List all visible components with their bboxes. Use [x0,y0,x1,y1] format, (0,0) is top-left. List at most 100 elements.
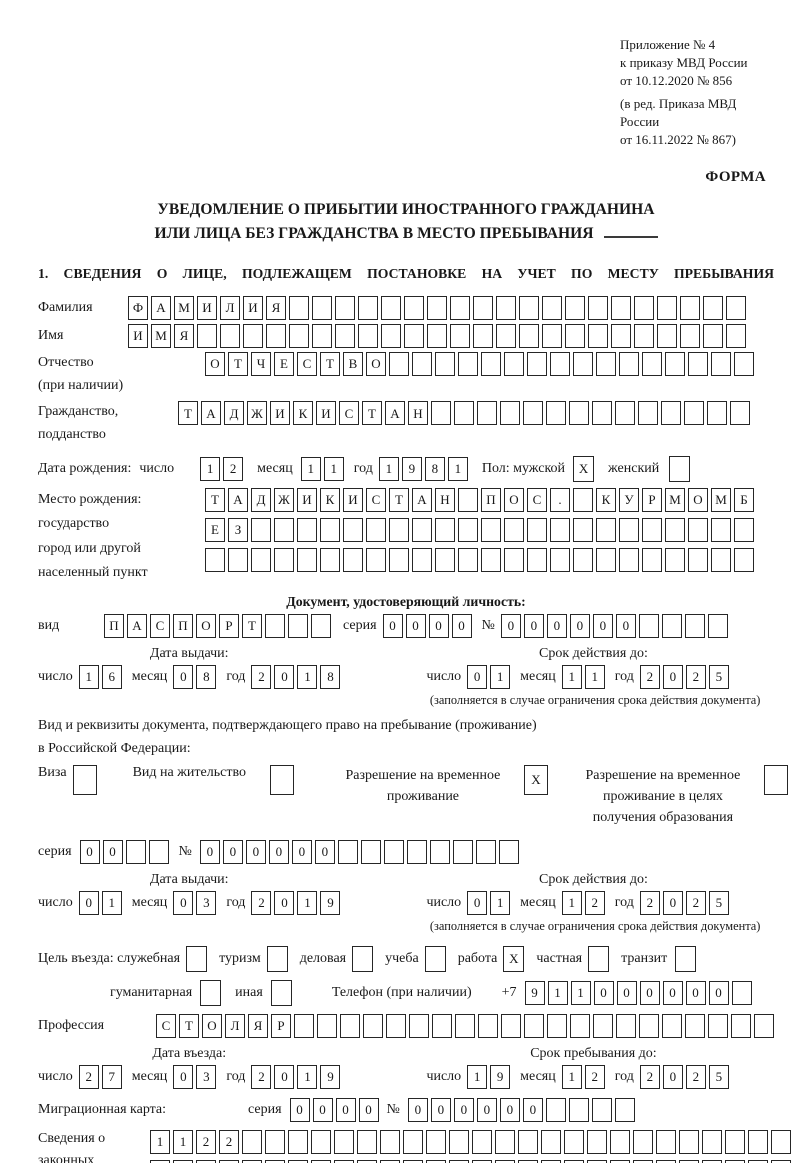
form-cell[interactable] [610,1159,630,1163]
form-cell[interactable] [498,839,519,864]
form-cell[interactable]: 0 [708,980,729,1005]
form-cell[interactable]: 2 [584,890,605,915]
form-cell[interactable]: А [228,487,248,512]
form-cell[interactable] [569,401,589,426]
form-cell[interactable] [220,323,240,348]
form-cell[interactable] [409,1013,429,1038]
form-cell[interactable]: Ж [247,401,267,426]
form-cell[interactable] [357,1159,377,1163]
form-cell[interactable]: О [202,1013,222,1038]
form-cell[interactable] [343,517,363,542]
form-cell[interactable] [435,351,455,376]
form-cell[interactable]: М [665,487,685,512]
form-cell[interactable]: П [173,613,193,638]
form-cell[interactable] [458,517,478,542]
form-cell[interactable]: Т [178,401,198,426]
form-cell[interactable] [366,517,386,542]
form-cell[interactable] [545,1097,566,1122]
form-cell[interactable] [380,1159,400,1163]
form-cell[interactable]: 1 [570,980,591,1005]
form-cell[interactable]: 0 [173,1064,194,1089]
form-cell[interactable] [703,295,723,320]
form-cell[interactable] [591,1097,612,1122]
form-cell[interactable] [665,351,685,376]
form-cell[interactable]: 1 [447,456,468,481]
form-cell[interactable]: Н [408,401,428,426]
form-cell[interactable] [711,547,731,572]
form-cell[interactable] [619,517,639,542]
form-cell[interactable] [294,1013,314,1038]
form-cell[interactable]: 0 [173,890,194,915]
form-cell[interactable]: О [688,487,708,512]
form-cell[interactable] [389,351,409,376]
form-cell[interactable] [638,613,659,638]
form-cell[interactable]: 2 [685,664,706,689]
form-cell[interactable]: С [366,487,386,512]
form-cell[interactable]: 0 [592,613,613,638]
form-cell[interactable] [288,613,308,638]
form-cell[interactable]: 0 [685,980,706,1005]
form-cell[interactable]: Л [225,1013,245,1038]
form-cell[interactable] [634,323,654,348]
form-cell[interactable] [449,1159,469,1163]
form-cell[interactable] [726,323,746,348]
form-cell[interactable]: 7 [101,1064,122,1089]
form-cell[interactable] [771,1129,791,1154]
form-cell[interactable] [657,323,677,348]
form-cell[interactable]: 1 [78,664,99,689]
form-cell[interactable] [472,1159,492,1163]
form-cell[interactable] [642,547,662,572]
form-cell[interactable]: 1 [547,980,568,1005]
form-cell[interactable] [383,839,404,864]
form-cell[interactable]: 1 [561,1064,582,1089]
form-cell[interactable] [72,764,97,795]
form-cell[interactable]: . [550,487,570,512]
form-cell[interactable] [429,839,450,864]
form-cell[interactable]: О [366,351,386,376]
form-cell[interactable]: 0 [430,1097,451,1122]
form-cell[interactable]: 1 [561,890,582,915]
form-cell[interactable] [611,323,631,348]
form-cell[interactable] [523,401,543,426]
form-cell[interactable] [435,517,455,542]
form-cell[interactable]: 2 [78,1064,99,1089]
form-cell[interactable] [427,295,447,320]
form-cell[interactable]: И [128,323,148,348]
form-cell[interactable]: 0 [615,613,636,638]
form-cell[interactable]: 0 [274,1064,295,1089]
form-cell[interactable] [427,323,447,348]
form-cell[interactable]: 0 [662,980,683,1005]
form-cell[interactable]: 2 [584,1064,605,1089]
form-cell[interactable]: Д [224,401,244,426]
form-cell[interactable] [481,351,501,376]
form-cell[interactable]: 1 [561,664,582,689]
form-cell[interactable]: Т [389,487,409,512]
form-cell[interactable] [684,401,704,426]
form-cell[interactable]: В [343,351,363,376]
form-cell[interactable]: 0 [173,664,194,689]
form-cell[interactable] [242,1129,262,1154]
form-cell[interactable]: Т [242,613,262,638]
form-cell[interactable] [266,323,286,348]
form-cell[interactable] [707,401,727,426]
form-cell[interactable] [707,613,728,638]
form-cell[interactable] [565,295,585,320]
form-cell[interactable] [266,945,288,972]
form-cell[interactable]: 9 [490,1064,511,1089]
form-cell[interactable] [685,1013,705,1038]
form-cell[interactable] [519,323,539,348]
form-cell[interactable]: С [156,1013,176,1038]
form-cell[interactable] [665,517,685,542]
form-cell[interactable]: О [504,487,524,512]
form-cell[interactable] [656,1159,676,1163]
form-cell[interactable]: Е [205,517,225,542]
form-cell[interactable]: 1 [490,890,511,915]
form-cell[interactable]: С [527,487,547,512]
form-cell[interactable]: 1 [150,1129,170,1154]
form-cell[interactable] [360,839,381,864]
form-cell[interactable] [269,764,294,795]
form-cell[interactable]: 0 [358,1097,379,1122]
form-cell[interactable]: 2 [196,1129,216,1154]
form-cell[interactable]: 0 [199,839,220,864]
form-cell[interactable] [500,401,520,426]
